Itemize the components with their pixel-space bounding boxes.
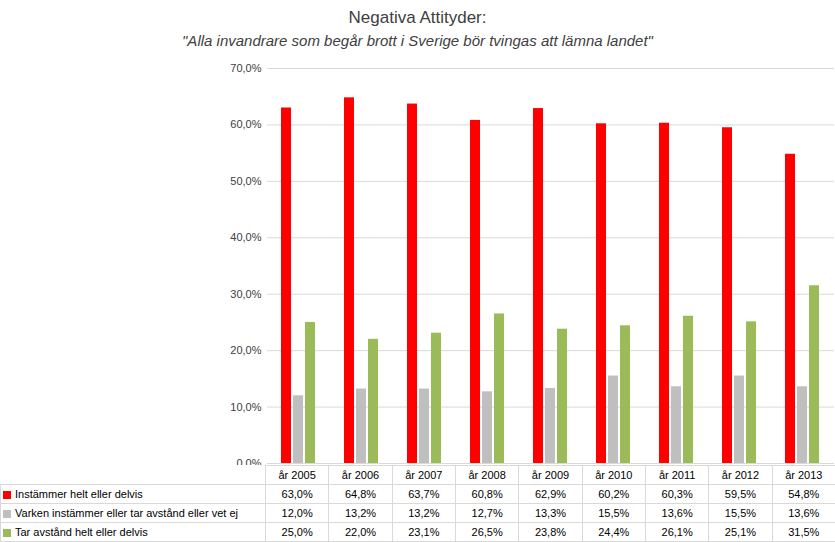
html-text:år 2005: år 2005 [278,469,316,481]
html-text:63,0%: 63,0% [281,488,313,500]
html-text:60,3%: 60,3% [661,488,693,500]
svg-text:30,0%: 30,0% [230,288,261,300]
html-text:13,2%: 13,2% [344,507,377,519]
html-text:63,7%: 63,7% [408,488,440,500]
html-text:"Alla invandrare som begår bro: "Alla invandrare som begår brott i Sveri… [182,32,653,49]
html-text:59,5%: 59,5% [724,488,757,500]
svg-text:50,0%: 50,0% [230,175,261,187]
html-text:26,5%: 26,5% [471,526,503,538]
html-text:15,5%: 15,5% [724,507,757,519]
html-text:år 2013: år 2013 [785,469,823,481]
html-text:24,4%: 24,4% [598,526,630,538]
html-text:år 2007: år 2007 [405,469,443,481]
html-text:12,7%: 12,7% [471,507,503,519]
html-text:år 2009: år 2009 [531,469,570,481]
html-text:Instämmer helt eller delvis: Instämmer helt eller delvis [15,488,143,500]
html-text:Tar avstånd helt eller delvis: Tar avstånd helt eller delvis [15,526,148,538]
svg-text:70,0%: 70,0% [230,62,261,74]
html-text:år 2010: år 2010 [595,469,633,481]
html-text:25,1%: 25,1% [724,526,757,538]
html-text:år 2012: år 2012 [721,469,760,481]
html-text:60,8%: 60,8% [471,488,503,500]
html-text:31,5%: 31,5% [788,526,820,538]
html-text:23,1%: 23,1% [408,526,440,538]
html-text:23,8%: 23,8% [534,526,567,538]
html-text:26,1%: 26,1% [661,526,693,538]
html-text:år 2011: år 2011 [658,469,696,481]
html-text:13,3%: 13,3% [534,507,567,519]
html-text:13,2%: 13,2% [408,507,440,519]
html-text:25,0%: 25,0% [281,526,313,538]
svg-text:20,0%: 20,0% [230,344,261,356]
svg-text:0,0%: 0,0% [236,457,261,465]
html-text:12,0%: 12,0% [281,507,313,519]
html-text:15,5%: 15,5% [598,507,630,519]
html-text:54,8%: 54,8% [788,488,820,500]
html-text:Varken instämmer eller tar avs: Varken instämmer eller tar avstånd eller… [15,507,238,519]
html-text:64,8%: 64,8% [344,488,377,500]
svg-text:10,0%: 10,0% [230,401,261,413]
html-text:62,9%: 62,9% [534,488,567,500]
html-text:60,2%: 60,2% [598,488,630,500]
html-text:år 2006: år 2006 [341,469,380,481]
svg-text:40,0%: 40,0% [230,231,261,243]
html-text:13,6%: 13,6% [661,507,693,519]
html-text:Negativa Attityder:: Negativa Attityder: [348,8,487,27]
svg-text:60,0%: 60,0% [230,118,261,130]
html-text:13,6%: 13,6% [788,507,820,519]
html-text:22,0%: 22,0% [344,526,377,538]
html-text:år 2008: år 2008 [468,469,506,481]
